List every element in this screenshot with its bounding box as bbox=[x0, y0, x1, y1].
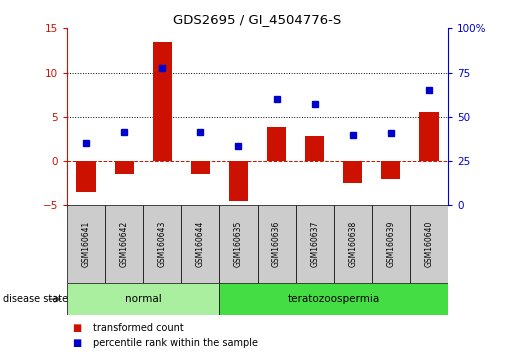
Bar bbox=[229, 161, 248, 201]
Text: GSM160642: GSM160642 bbox=[119, 221, 129, 267]
Bar bbox=[305, 136, 324, 161]
Text: GSM160640: GSM160640 bbox=[424, 221, 434, 268]
Text: GSM160644: GSM160644 bbox=[196, 221, 205, 268]
Bar bbox=[67, 283, 219, 315]
Text: percentile rank within the sample: percentile rank within the sample bbox=[93, 338, 258, 348]
Bar bbox=[219, 283, 448, 315]
Text: GSM160639: GSM160639 bbox=[386, 221, 396, 268]
Bar bbox=[114, 161, 134, 175]
Text: GSM160636: GSM160636 bbox=[272, 221, 281, 268]
Bar bbox=[267, 127, 286, 161]
Bar bbox=[419, 113, 439, 161]
Text: disease state: disease state bbox=[3, 294, 67, 304]
Bar bbox=[191, 161, 210, 175]
Text: GSM160637: GSM160637 bbox=[310, 221, 319, 268]
Bar bbox=[219, 205, 258, 283]
Text: teratozoospermia: teratozoospermia bbox=[287, 294, 380, 304]
Title: GDS2695 / GI_4504776-S: GDS2695 / GI_4504776-S bbox=[174, 13, 341, 26]
Bar bbox=[143, 205, 181, 283]
Text: normal: normal bbox=[125, 294, 162, 304]
Text: ■: ■ bbox=[72, 323, 81, 333]
Bar bbox=[67, 205, 105, 283]
Bar bbox=[382, 161, 401, 179]
Text: transformed count: transformed count bbox=[93, 323, 183, 333]
Bar bbox=[258, 205, 296, 283]
Bar bbox=[410, 205, 448, 283]
Bar bbox=[372, 205, 410, 283]
Bar bbox=[181, 205, 219, 283]
Bar bbox=[153, 42, 172, 161]
Bar bbox=[76, 161, 96, 192]
Text: GSM160635: GSM160635 bbox=[234, 221, 243, 268]
Bar bbox=[105, 205, 143, 283]
Text: GSM160641: GSM160641 bbox=[81, 221, 91, 267]
Text: GSM160638: GSM160638 bbox=[348, 221, 357, 267]
Bar bbox=[296, 205, 334, 283]
Text: GSM160643: GSM160643 bbox=[158, 221, 167, 268]
Bar bbox=[334, 205, 372, 283]
Bar bbox=[344, 161, 363, 183]
Text: ■: ■ bbox=[72, 338, 81, 348]
